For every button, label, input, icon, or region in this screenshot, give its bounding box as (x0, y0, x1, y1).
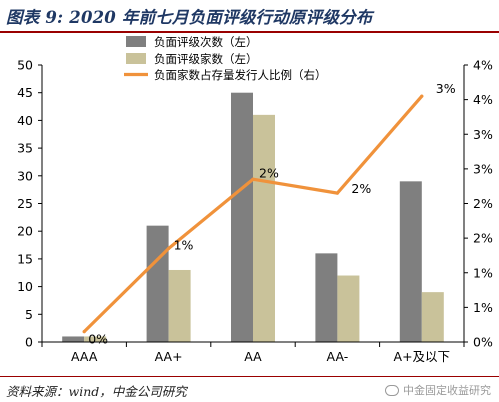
x-tick-label: AAA (71, 349, 98, 364)
right-tick-label: 3% (473, 161, 493, 176)
data-label: 2% (351, 181, 371, 196)
data-label: 0% (88, 332, 108, 347)
left-tick-label: 10 (17, 279, 33, 294)
wechat-icon (385, 384, 399, 396)
figure-source: 资料来源：wind，中金公司研究 (6, 384, 187, 399)
left-tick-label: 5 (25, 307, 33, 322)
bar (168, 269, 191, 342)
bar (337, 275, 360, 342)
right-tick-label: 0% (473, 335, 493, 350)
left-tick-label: 50 (17, 58, 33, 73)
left-tick-label: 45 (17, 85, 33, 100)
figure-title: 图表 9: 2020 年前七月负面评级行动原评级分布 (6, 8, 373, 27)
right-tick-label: 2% (473, 231, 493, 246)
line-point (420, 94, 424, 98)
right-axis: 0% 1% 1% 2% 2% 3% 3% 4% 4% (463, 58, 493, 350)
legend: 负面评级次数（左） 负面评级家数（左） 负面家数占存量发行人比例（右） (124, 35, 327, 82)
bar (84, 336, 107, 342)
right-tick-label: 1% (473, 265, 493, 280)
bar (399, 181, 422, 342)
x-axis: AAA AA+ AA AA- A+及以下 (41, 341, 465, 364)
data-label: 3% (436, 81, 456, 96)
legend-swatch (126, 53, 146, 64)
x-tick-label: A+及以下 (394, 349, 451, 364)
legend-swatch (126, 36, 146, 47)
line-point (335, 191, 339, 195)
right-tick-label: 4% (473, 58, 493, 73)
bar (146, 225, 169, 342)
left-axis: 0 5 10 15 20 25 30 35 40 45 50 (17, 58, 43, 350)
line-point (82, 330, 86, 334)
left-tick-label: 35 (17, 141, 33, 156)
right-tick-label: 2% (473, 196, 493, 211)
legend-label: 负面评级家数（左） (154, 52, 258, 66)
left-tick-label: 20 (17, 224, 33, 239)
bar (315, 253, 338, 342)
x-tick-label: AA- (327, 349, 349, 364)
legend-label: 负面家数占存量发行人比例（右） (154, 68, 327, 82)
bar (421, 292, 444, 342)
x-tick-label: AA (244, 349, 262, 364)
x-tick-label: AA+ (155, 349, 183, 364)
source-divider (0, 376, 499, 377)
data-label: 2% (259, 165, 279, 180)
left-tick-label: 0 (25, 335, 33, 350)
right-tick-label: 1% (473, 300, 493, 315)
left-tick-label: 40 (17, 113, 33, 128)
data-label: 1% (174, 238, 194, 253)
line-point (251, 177, 255, 181)
bar-layer (62, 92, 444, 342)
legend-label: 负面评级次数（左） (154, 35, 258, 49)
line-point (167, 246, 171, 251)
bar (62, 336, 85, 342)
bar (231, 92, 253, 342)
left-tick-label: 15 (17, 251, 33, 266)
title-divider (0, 31, 499, 33)
bar (253, 114, 275, 342)
right-tick-label: 4% (473, 92, 493, 107)
line-layer: 0% 1% 2% 2% 3% (82, 81, 456, 347)
watermark-text: 中金固定收益研究 (403, 384, 491, 397)
watermark: 中金固定收益研究 (385, 382, 491, 398)
left-tick-label: 30 (17, 168, 33, 183)
left-tick-label: 25 (17, 196, 33, 211)
right-tick-label: 3% (473, 127, 493, 142)
